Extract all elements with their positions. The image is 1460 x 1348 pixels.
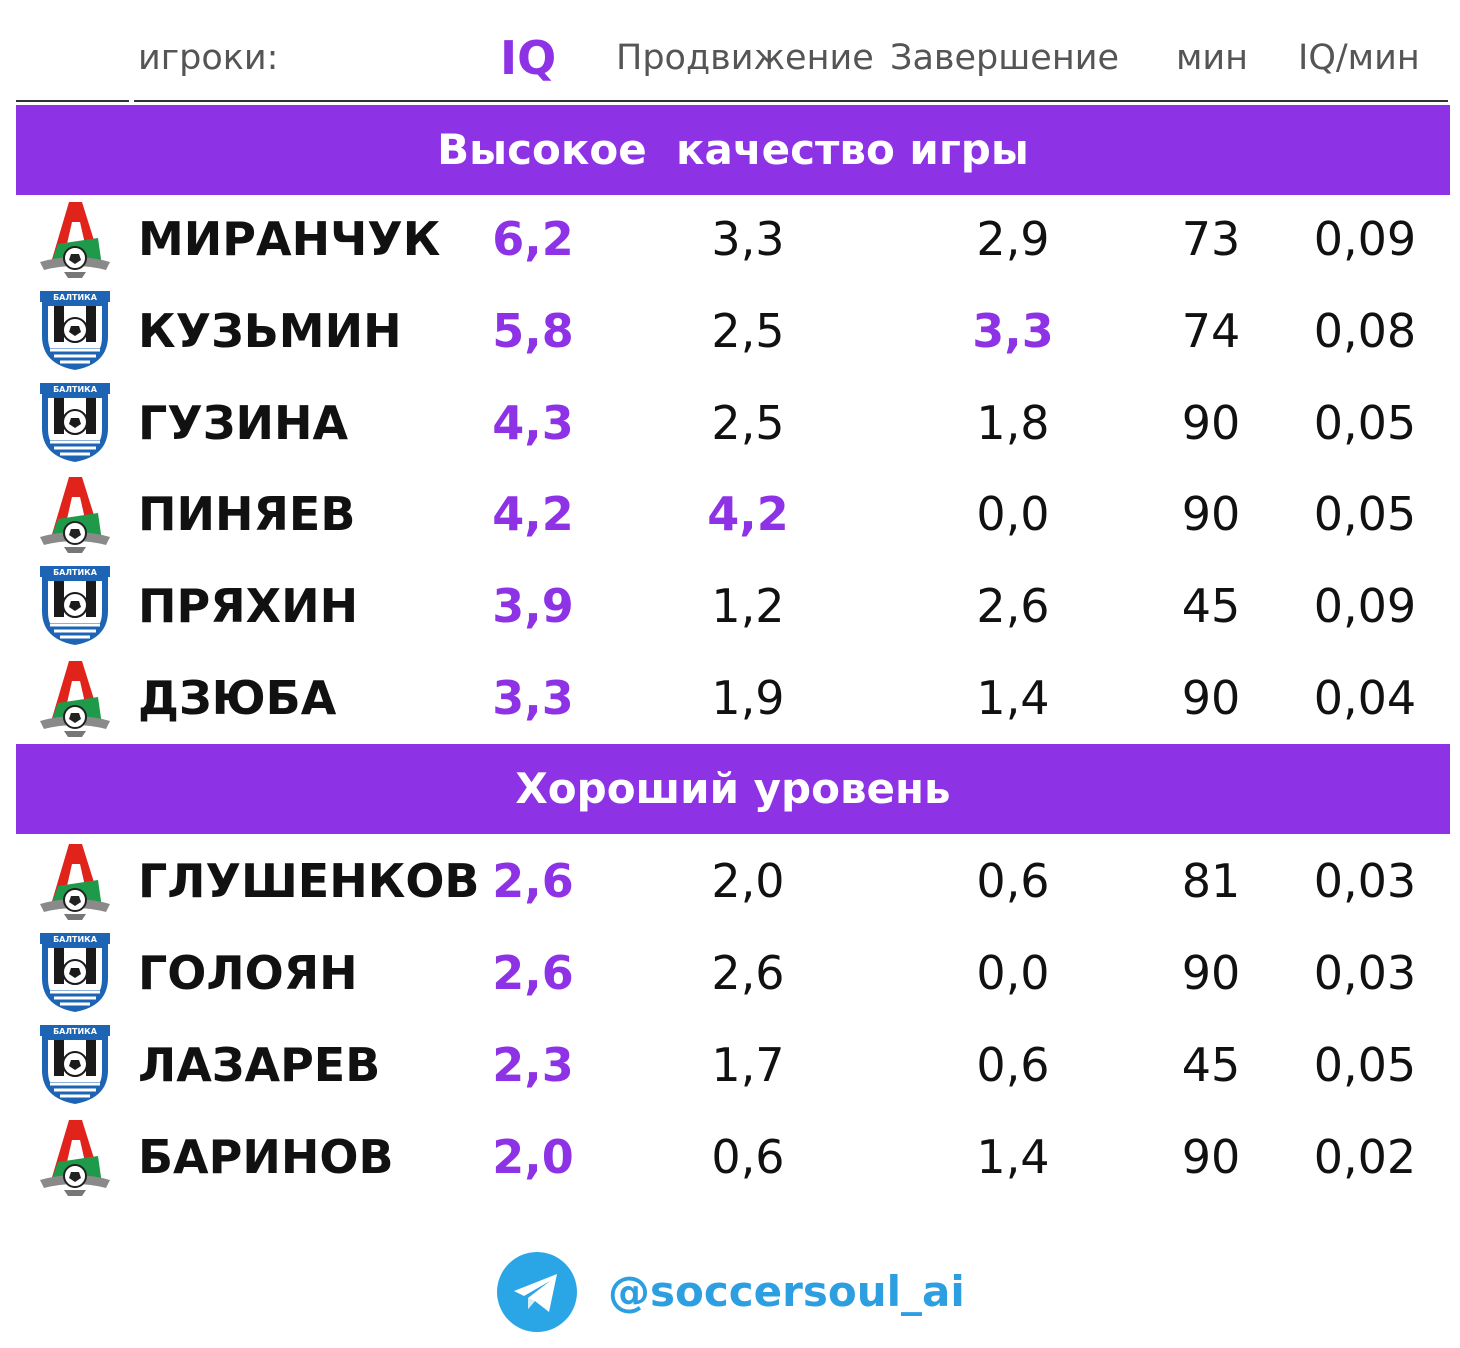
progression-value: 2,5: [711, 304, 785, 358]
table-row: ГЛУШЕНКОВ 2,6 2,0 0,6 81 0,03: [16, 838, 1450, 924]
player-name: МИРАНЧУК: [138, 212, 441, 266]
table-row: МИРАНЧУК 6,2 3,3 2,9 73 0,09: [16, 196, 1450, 282]
header-iq-label: IQ: [500, 31, 557, 85]
finishing-value: 0,0: [976, 487, 1050, 541]
lokomotiv-logo-icon: [36, 840, 114, 922]
table-row: БАЛТИКА ГУЗИНА 4,3 2,5 1,8 90 0,05: [16, 380, 1450, 466]
table-row: БАРИНОВ 2,0 0,6 1,4 90 0,02: [16, 1114, 1450, 1200]
player-name: БАРИНОВ: [138, 1130, 394, 1184]
progression-value: 0,6: [711, 1130, 785, 1184]
minutes-value: 90: [1181, 671, 1241, 725]
iq-value: 2,0: [492, 1130, 574, 1184]
baltika-logo-icon: БАЛТИКА: [36, 382, 114, 464]
iq-per-min-value: 0,04: [1313, 671, 1417, 725]
iq-per-min-value: 0,09: [1313, 212, 1417, 266]
header-divider: [134, 100, 1448, 102]
minutes-value: 90: [1181, 487, 1241, 541]
iq-value: 3,9: [492, 579, 574, 633]
header-finishing-label: Завершение: [890, 38, 1119, 78]
header-players-label: игроки:: [138, 38, 279, 78]
iq-per-min-value: 0,05: [1313, 487, 1417, 541]
lokomotiv-logo-icon: [36, 198, 114, 280]
baltika-logo-icon: БАЛТИКА: [36, 565, 114, 647]
header-minutes-label: мин: [1176, 38, 1249, 78]
minutes-value: 90: [1181, 946, 1241, 1000]
minutes-value: 81: [1181, 854, 1241, 908]
iq-value: 2,6: [492, 946, 574, 1000]
lokomotiv-logo-icon: [36, 657, 114, 739]
finishing-value: 0,0: [976, 946, 1050, 1000]
table-row: БАЛТИКА ЛАЗАРЕВ 2,3 1,7 0,6 45 0,05: [16, 1022, 1450, 1108]
section-banner-high-quality: Высокое качество игры: [16, 105, 1450, 195]
progression-value: 1,2: [711, 579, 785, 633]
progression-value: 1,7: [711, 1038, 785, 1092]
minutes-value: 45: [1181, 1038, 1241, 1092]
lokomotiv-logo-icon: [36, 473, 114, 555]
iq-per-min-value: 0,08: [1313, 304, 1417, 358]
finishing-value: 1,8: [976, 396, 1050, 450]
svg-text:БАЛТИКА: БАЛТИКА: [53, 568, 98, 577]
baltika-logo-icon: БАЛТИКА: [36, 290, 114, 372]
iq-value: 4,3: [492, 396, 574, 450]
progression-value: 4,2: [707, 487, 789, 541]
iq-value: 4,2: [492, 487, 574, 541]
iq-value: 2,6: [492, 854, 574, 908]
player-name: КУЗЬМИН: [138, 304, 402, 358]
svg-text:БАЛТИКА: БАЛТИКА: [53, 385, 98, 394]
header-divider-left: [16, 100, 129, 102]
table-row: БАЛТИКА КУЗЬМИН 5,8 2,5 3,3 74 0,08: [16, 288, 1450, 374]
iq-value: 3,3: [492, 671, 574, 725]
progression-value: 1,9: [711, 671, 785, 725]
iq-per-min-value: 0,05: [1313, 396, 1417, 450]
progression-value: 2,5: [711, 396, 785, 450]
minutes-value: 73: [1181, 212, 1241, 266]
minutes-value: 45: [1181, 579, 1241, 633]
table-row: ДЗЮБА 3,3 1,9 1,4 90 0,04: [16, 655, 1450, 741]
section-banner-good-level: Хороший уровень: [16, 744, 1450, 834]
player-name: ПРЯХИН: [138, 579, 359, 633]
finishing-value: 0,6: [976, 854, 1050, 908]
table-row: БАЛТИКА ГОЛОЯН 2,6 2,6 0,0 90 0,03: [16, 930, 1450, 1016]
svg-text:БАЛТИКА: БАЛТИКА: [53, 1027, 98, 1036]
baltika-logo-icon: БАЛТИКА: [36, 1024, 114, 1106]
iq-per-min-value: 0,03: [1313, 946, 1417, 1000]
minutes-value: 90: [1181, 396, 1241, 450]
svg-text:БАЛТИКА: БАЛТИКА: [53, 293, 98, 302]
iq-value: 2,3: [492, 1038, 574, 1092]
progression-value: 3,3: [711, 212, 785, 266]
finishing-value: 3,3: [972, 304, 1054, 358]
player-name: ДЗЮБА: [138, 671, 337, 725]
finishing-value: 2,9: [976, 212, 1050, 266]
player-name: ЛАЗАРЕВ: [138, 1038, 381, 1092]
progression-value: 2,0: [711, 854, 785, 908]
svg-text:БАЛТИКА: БАЛТИКА: [53, 935, 98, 944]
finishing-value: 2,6: [976, 579, 1050, 633]
iq-value: 6,2: [492, 212, 574, 266]
finishing-value: 1,4: [976, 1130, 1050, 1184]
header-progression-label: Продвижение: [616, 38, 874, 78]
iq-per-min-value: 0,09: [1313, 579, 1417, 633]
minutes-value: 74: [1181, 304, 1241, 358]
iq-per-min-value: 0,05: [1313, 1038, 1417, 1092]
iq-per-min-value: 0,02: [1313, 1130, 1417, 1184]
iq-value: 5,8: [492, 304, 574, 358]
player-name: ГЛУШЕНКОВ: [138, 854, 480, 908]
lokomotiv-logo-icon: [36, 1116, 114, 1198]
telegram-icon: [497, 1252, 577, 1332]
table-row: БАЛТИКА ПРЯХИН 3,9 1,2 2,6 45 0,09: [16, 563, 1450, 649]
player-name: ПИНЯЕВ: [138, 487, 356, 541]
finishing-value: 1,4: [976, 671, 1050, 725]
progression-value: 2,6: [711, 946, 785, 1000]
player-name: ГОЛОЯН: [138, 946, 358, 1000]
iq-per-min-value: 0,03: [1313, 854, 1417, 908]
header-iq-per-min-label: IQ/мин: [1298, 38, 1420, 78]
finishing-value: 0,6: [976, 1038, 1050, 1092]
telegram-handle[interactable]: @soccersoul_ai: [608, 1267, 965, 1316]
minutes-value: 90: [1181, 1130, 1241, 1184]
player-name: ГУЗИНА: [138, 396, 349, 450]
table-row: ПИНЯЕВ 4,2 4,2 0,0 90 0,05: [16, 471, 1450, 557]
baltika-logo-icon: БАЛТИКА: [36, 932, 114, 1014]
